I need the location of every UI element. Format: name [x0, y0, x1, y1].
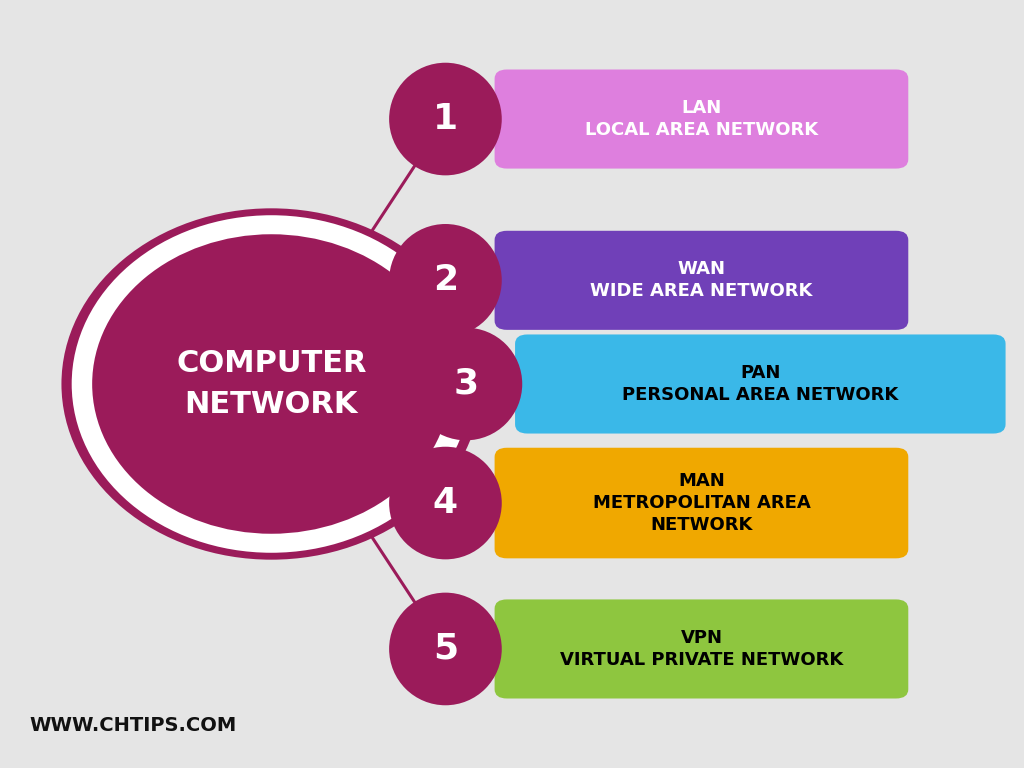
Text: PAN
PERSONAL AREA NETWORK: PAN PERSONAL AREA NETWORK — [623, 364, 898, 404]
Text: WAN
WIDE AREA NETWORK: WAN WIDE AREA NETWORK — [590, 260, 813, 300]
FancyBboxPatch shape — [495, 70, 908, 169]
FancyBboxPatch shape — [495, 599, 908, 699]
Text: 4: 4 — [433, 486, 458, 520]
FancyBboxPatch shape — [495, 448, 908, 558]
Text: COMPUTER
NETWORK: COMPUTER NETWORK — [176, 349, 367, 419]
Text: 5: 5 — [433, 632, 458, 666]
Text: WWW.CHTIPS.COM: WWW.CHTIPS.COM — [30, 717, 237, 735]
FancyBboxPatch shape — [515, 335, 1006, 433]
Ellipse shape — [389, 224, 502, 336]
Text: MAN
METROPOLITAN AREA
NETWORK: MAN METROPOLITAN AREA NETWORK — [593, 472, 810, 535]
Text: 3: 3 — [454, 367, 478, 401]
Ellipse shape — [92, 234, 451, 534]
Ellipse shape — [389, 447, 502, 559]
Text: LAN
LOCAL AREA NETWORK: LAN LOCAL AREA NETWORK — [585, 99, 818, 139]
Ellipse shape — [389, 593, 502, 705]
FancyBboxPatch shape — [495, 230, 908, 330]
Ellipse shape — [72, 215, 471, 553]
Text: 2: 2 — [433, 263, 458, 297]
Text: VPN
VIRTUAL PRIVATE NETWORK: VPN VIRTUAL PRIVATE NETWORK — [560, 629, 843, 669]
Text: 1: 1 — [433, 102, 458, 136]
Ellipse shape — [410, 328, 522, 440]
Ellipse shape — [389, 63, 502, 175]
Ellipse shape — [61, 208, 481, 560]
